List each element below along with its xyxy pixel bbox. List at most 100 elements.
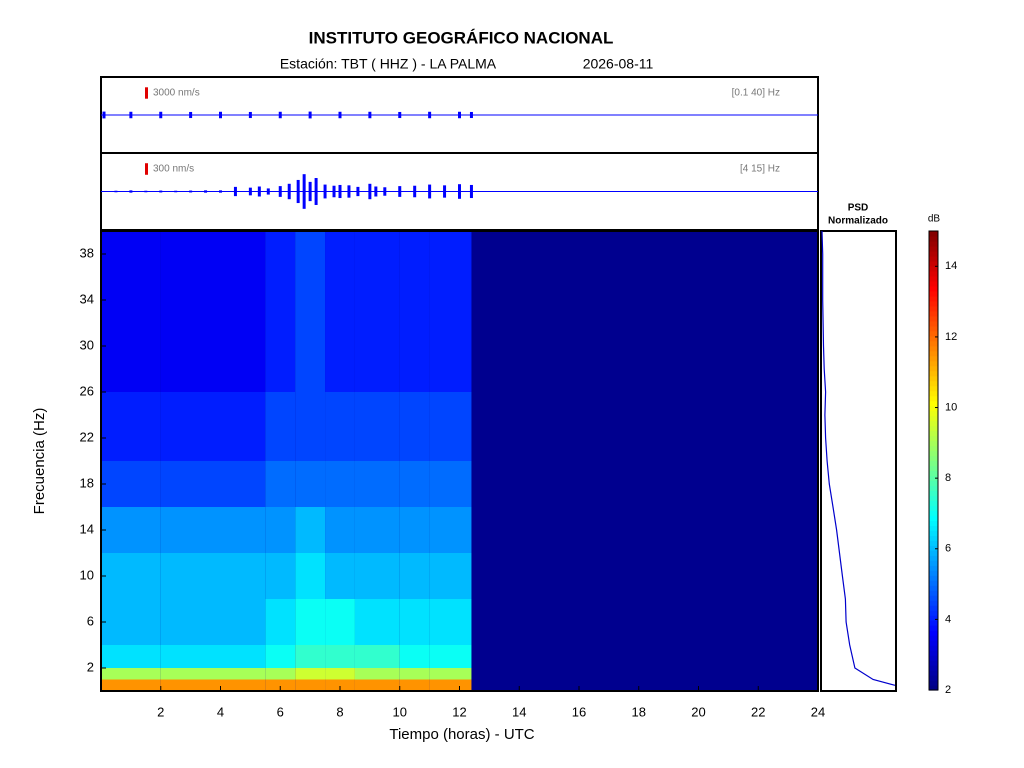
colorbar-segment: [929, 635, 938, 641]
colorbar-segment: [929, 590, 938, 596]
colorbar-segment: [929, 235, 938, 242]
heat-cell: [220, 323, 266, 392]
heat-cell: [325, 668, 355, 680]
y-tick-label: 10: [80, 567, 94, 582]
heat-cell: [295, 392, 326, 461]
heat-cell: [295, 599, 326, 645]
colorbar-segment: [929, 535, 938, 541]
colorbar-segment: [929, 440, 938, 447]
colorbar-segment: [929, 685, 938, 691]
colorbar-segment: [929, 660, 938, 666]
colorbar-segment: [929, 495, 938, 502]
colorbar-tick-label: 4: [945, 613, 951, 625]
colorbar-segment: [929, 525, 938, 531]
heat-cell: [295, 323, 326, 392]
heat-cell: [265, 392, 296, 461]
colorbar-segment: [929, 465, 938, 472]
heat-cell: [429, 553, 472, 599]
heat-cell: [325, 231, 355, 323]
heat-cell: [160, 461, 221, 507]
colorbar-segment: [929, 255, 938, 262]
y-tick-label: 14: [80, 521, 94, 536]
colorbar-segment: [929, 680, 938, 686]
y-tick-label: 38: [80, 245, 94, 260]
heat-cell: [325, 461, 355, 507]
chart-title: INSTITUTO GEOGRÁFICO NACIONAL: [309, 28, 614, 47]
colorbar-segment: [929, 475, 938, 482]
colorbar-tick-label: 8: [945, 472, 951, 484]
colorbar-segment: [929, 410, 938, 417]
heat-cell: [101, 679, 161, 691]
y-tick-label: 30: [80, 337, 94, 352]
colorbar-segment: [929, 260, 938, 267]
heat-cell: [265, 507, 296, 553]
y-tick-label: 22: [80, 429, 94, 444]
heat-cell: [429, 507, 472, 553]
x-tick-label: 24: [811, 704, 825, 719]
heat-cell: [429, 461, 472, 507]
heat-cell: [220, 507, 266, 553]
colorbar-segment: [929, 615, 938, 621]
colorbar-segment: [929, 250, 938, 257]
band-label: [0.1 40] Hz: [732, 88, 780, 99]
colorbar-segment: [929, 280, 938, 287]
heat-cell: [265, 231, 296, 323]
colorbar-segment: [929, 515, 938, 521]
y-tick-label: 34: [80, 291, 94, 306]
heat-cell: [160, 392, 221, 461]
colorbar-segment: [929, 305, 938, 312]
colorbar-segment: [929, 240, 938, 247]
scale-label: 3000 nm/s: [153, 88, 200, 99]
colorbar-segment: [929, 335, 938, 342]
heat-cell: [220, 392, 266, 461]
heat-cell: [354, 392, 400, 461]
heat-cell: [429, 679, 472, 691]
x-tick-label: 16: [572, 704, 586, 719]
heat-cell: [399, 599, 430, 645]
heat-cell: [101, 392, 161, 461]
heat-cell: [295, 507, 326, 553]
colorbar-segment: [929, 645, 938, 651]
heat-cell: [399, 507, 430, 553]
colorbar-segment: [929, 425, 938, 432]
colorbar-segment: [929, 345, 938, 352]
colorbar-segment: [929, 485, 938, 492]
heat-cell: [429, 599, 472, 645]
heat-cell: [399, 461, 430, 507]
heat-cell: [101, 668, 161, 680]
colorbar-segment: [929, 580, 938, 586]
colorbar-segment: [929, 640, 938, 646]
heat-cell: [325, 392, 355, 461]
x-axis-label: Tiempo (horas) - UTC: [389, 726, 534, 743]
colorbar-segment: [929, 325, 938, 332]
heat-cell: [429, 645, 472, 668]
heat-cell: [265, 668, 296, 680]
colorbar-tick-label: 2: [945, 684, 951, 696]
colorbar-segment: [929, 460, 938, 467]
colorbar-segment: [929, 310, 938, 317]
colorbar-segment: [929, 380, 938, 387]
heat-cell: [429, 668, 472, 680]
colorbar-segment: [929, 415, 938, 422]
heat-cell: [101, 645, 161, 668]
heat-cell: [101, 599, 161, 645]
colorbar-segment: [929, 270, 938, 277]
heat-cell: [101, 231, 161, 323]
heat-cell: [101, 553, 161, 599]
y-tick-label: 18: [80, 475, 94, 490]
heat-cell: [295, 679, 326, 691]
station: Estación: TBT ( HHZ ) - LA PALMA: [280, 56, 497, 72]
colorbar-segment: [929, 320, 938, 327]
colorbar-segment: [929, 265, 938, 272]
colorbar-segment: [929, 405, 938, 412]
colorbar-segment: [929, 231, 938, 237]
x-tick-label: 22: [751, 704, 765, 719]
colorbar-segment: [929, 505, 938, 511]
heat-cell: [160, 231, 221, 323]
heat-cell: [295, 645, 326, 668]
colorbar-segment: [929, 570, 938, 576]
heat-cell: [325, 553, 355, 599]
colorbar-segment: [929, 370, 938, 377]
spectrogram-frame: [100, 230, 819, 692]
colorbar-segment: [929, 245, 938, 252]
